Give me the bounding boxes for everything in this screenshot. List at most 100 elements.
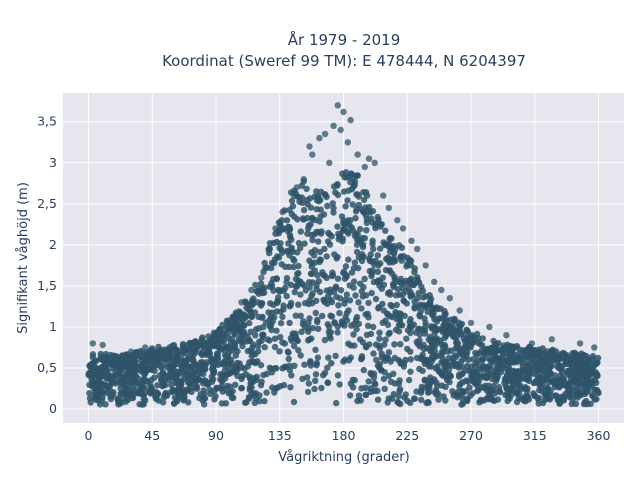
- data-point: [201, 401, 208, 408]
- data-point: [155, 343, 162, 351]
- data-point: [535, 400, 542, 407]
- data-point: [365, 299, 372, 307]
- data-point: [311, 385, 318, 393]
- data-point: [430, 338, 437, 345]
- data-point: [386, 291, 394, 298]
- data-point: [398, 244, 406, 251]
- data-point: [279, 208, 286, 216]
- data-point: [259, 331, 266, 338]
- data-points: [85, 102, 602, 408]
- data-point: [378, 221, 385, 228]
- data-point: [329, 200, 336, 207]
- x-tick-label: 270: [459, 428, 483, 443]
- data-point: [413, 354, 421, 362]
- data-point: [407, 356, 414, 363]
- data-point: [198, 336, 205, 343]
- data-point: [341, 322, 348, 329]
- data-point: [125, 365, 132, 373]
- data-point: [353, 248, 361, 256]
- data-point: [395, 393, 402, 400]
- data-point: [591, 344, 598, 351]
- data-point: [362, 384, 369, 391]
- data-point: [270, 239, 277, 247]
- data-point: [171, 367, 178, 374]
- data-point: [424, 358, 431, 365]
- data-point: [178, 368, 185, 375]
- data-point: [287, 384, 294, 391]
- data-point: [407, 322, 415, 330]
- data-point: [92, 358, 99, 365]
- data-point: [312, 346, 319, 353]
- data-point: [481, 350, 488, 357]
- data-point: [167, 381, 175, 389]
- data-point: [581, 352, 588, 359]
- data-point: [297, 312, 304, 319]
- data-point: [384, 399, 391, 406]
- data-point: [327, 335, 334, 342]
- data-point: [549, 346, 556, 353]
- data-point: [102, 363, 110, 370]
- data-point: [313, 228, 320, 236]
- data-point: [503, 332, 510, 339]
- data-point: [290, 255, 297, 263]
- data-point: [302, 287, 309, 294]
- data-point: [321, 336, 329, 344]
- data-point: [277, 383, 284, 390]
- data-point: [560, 381, 567, 389]
- data-point: [279, 365, 286, 372]
- data-point: [276, 348, 283, 355]
- data-point: [345, 307, 352, 314]
- data-point: [305, 328, 312, 335]
- data-point: [356, 336, 364, 343]
- data-point: [123, 375, 131, 382]
- data-point: [593, 379, 600, 386]
- data-point: [169, 388, 176, 395]
- data-point: [286, 366, 293, 374]
- data-point: [380, 239, 387, 246]
- data-point: [313, 188, 320, 195]
- data-point: [368, 272, 375, 280]
- data-point: [342, 263, 350, 270]
- data-point: [399, 291, 406, 298]
- data-point: [112, 352, 120, 360]
- data-point: [271, 343, 279, 351]
- data-point: [531, 362, 538, 369]
- data-point: [286, 263, 293, 271]
- data-point: [329, 271, 337, 279]
- data-point: [384, 242, 392, 250]
- data-point: [261, 344, 268, 351]
- data-point: [388, 395, 396, 402]
- data-point: [334, 372, 342, 379]
- data-point: [283, 217, 291, 224]
- data-point: [441, 307, 448, 315]
- data-point: [100, 381, 107, 388]
- data-point: [397, 278, 404, 286]
- data-point: [297, 228, 304, 235]
- data-point: [479, 372, 486, 379]
- data-point: [303, 185, 310, 193]
- data-point: [347, 354, 354, 361]
- data-point: [209, 342, 217, 350]
- data-point: [380, 375, 388, 383]
- data-point: [374, 268, 382, 275]
- data-point: [230, 394, 237, 402]
- data-point: [188, 384, 195, 391]
- data-point: [269, 384, 276, 391]
- data-point: [323, 193, 330, 201]
- y-tick-labels: 0 0,5 1 1,5 2 2,5 3 3,5: [37, 114, 57, 416]
- data-point: [186, 364, 194, 371]
- data-point: [411, 303, 418, 311]
- y-tick-label: 2: [49, 237, 57, 252]
- x-tick-label: 135: [268, 428, 292, 443]
- data-point: [384, 310, 391, 317]
- data-point: [229, 313, 236, 320]
- data-point: [169, 374, 177, 381]
- data-point: [304, 214, 311, 222]
- data-point: [334, 102, 341, 109]
- data-point: [301, 324, 309, 331]
- data-point: [450, 359, 457, 366]
- data-point: [407, 399, 414, 406]
- data-point: [295, 262, 302, 270]
- data-point: [211, 396, 218, 403]
- data-point: [399, 285, 406, 292]
